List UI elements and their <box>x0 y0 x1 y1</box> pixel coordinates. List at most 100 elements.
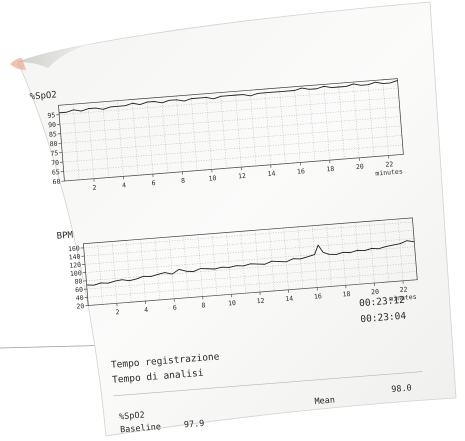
bpm-x-tick-label: 12 <box>256 297 265 306</box>
bpm-x-tick-label: 14 <box>285 294 294 303</box>
spo2-vgrid-line <box>117 100 124 177</box>
spo2-x-tick-label: 6 <box>151 179 156 187</box>
bpm-x-tick-label: 8 <box>201 301 206 309</box>
bpm-y-tick-label: 40 <box>76 294 85 303</box>
paper-sheet <box>17 1 457 437</box>
bpm-y-tick-label: 100 <box>70 269 82 278</box>
spo2-x-tick-label: 4 <box>122 181 127 189</box>
bpm-x-tick-label: 16 <box>314 292 323 301</box>
spo2-x-ticks: 2 4 6 8 10 12 14 16 18 20 22 <box>92 155 394 192</box>
spo2-vgrid-line <box>249 90 257 166</box>
spo2-x-axis-label: minutes <box>375 167 403 177</box>
bpm-hgrid-line <box>86 262 416 290</box>
spo2-y-tick-label: 90 <box>48 121 57 130</box>
spo2-vgrid-line <box>353 82 360 158</box>
spo2-vgrid-line <box>323 84 330 161</box>
spo2-y-tick-label: 65 <box>52 168 61 177</box>
spo2-hgrid-line <box>61 116 401 144</box>
spo2-vgrid-line <box>294 86 301 163</box>
paper-curl <box>18 43 96 68</box>
bpm-x-tick-label: 2 <box>115 308 120 316</box>
bpm-axis-title: BPM <box>56 230 74 241</box>
spo2-vgrid-line <box>264 89 271 165</box>
bpm-x-tick-label: 10 <box>228 299 237 308</box>
baseline-value: 97.9 <box>184 419 205 431</box>
spo2-hgrid-line <box>59 87 399 115</box>
spo2-y-tick-label: 80 <box>49 140 58 149</box>
spo2-vgrid-line <box>308 85 316 162</box>
spo2-hgrid-line <box>59 97 399 125</box>
bpm-y-tick-label: 60 <box>75 286 84 295</box>
bpm-series-line-0 <box>86 240 415 286</box>
spo2-series-line-0 <box>59 80 398 114</box>
bpm-y-tick-label: 20 <box>76 302 85 311</box>
spo2-y-tick-label: 95 <box>47 111 56 120</box>
bpm-x-tick-label: 20 <box>371 288 380 297</box>
mean-label: Mean <box>314 395 335 407</box>
bpm-x-axis-label: minutes <box>389 293 417 303</box>
bpm-grid <box>83 217 418 306</box>
bpm-y-tick-label: 120 <box>69 261 81 270</box>
spo2-vgrid-line <box>102 101 109 178</box>
spo2-hgrid-line <box>62 135 402 163</box>
spo2-vgrid-line <box>73 104 80 180</box>
curl-edge-tint <box>10 58 26 70</box>
bpm-hgrid-line <box>84 230 414 257</box>
spo2-x-tick-label: 14 <box>267 169 276 178</box>
bpm-hgrid-line <box>86 254 416 281</box>
spo2-vgrid-line <box>176 95 183 172</box>
spo2-hgrid-line <box>60 106 400 134</box>
bpm-y-tick-label: 160 <box>68 244 80 253</box>
tempo-analisi-value: 00:23:04 <box>360 311 407 326</box>
spo2-vgrid-line <box>131 99 139 176</box>
bpm-hgrid-line <box>83 221 413 249</box>
spo2-x-tick-label: 22 <box>385 160 394 169</box>
tempo-registrazione-value: 00:23:12 <box>359 295 405 310</box>
bpm-hgrid-line <box>85 238 415 265</box>
bpm-hgrid-line <box>88 279 418 306</box>
mean-value: 98.0 <box>391 383 412 395</box>
spo2-y-tick-label: 60 <box>52 178 61 187</box>
spo2-series <box>59 80 398 114</box>
bpm-plot-frame <box>83 217 418 306</box>
bpm-x-tick-label: 6 <box>173 304 178 312</box>
spo2-vgrid-line <box>146 98 154 175</box>
spo2-vgrid-line <box>87 102 95 179</box>
spo2-vgrid-line <box>367 80 375 157</box>
spo2-vgrid-line <box>205 93 212 170</box>
bpm-x-tick-label: 18 <box>342 290 351 299</box>
bpm-hgrid-line <box>85 246 415 273</box>
spo2-vgrid-line <box>220 92 227 169</box>
spo2-vgrid-line <box>161 97 168 173</box>
spo2-vgrid-line <box>190 94 198 171</box>
spo2-x-tick-label: 10 <box>208 174 217 183</box>
bpm-y-tick-label: 140 <box>68 253 80 262</box>
spo2-hgrid-line <box>64 154 404 182</box>
spo2-y-tick-label: 70 <box>51 159 60 168</box>
bpm-x-ticks: 2 4 6 8 10 12 14 16 18 20 22 <box>115 280 408 316</box>
spo2-vgrid-line <box>235 91 242 168</box>
bpm-y-tick-label: 80 <box>74 277 83 286</box>
spo2-y-tick-label: 85 <box>49 130 58 139</box>
spo2-hgrid-line <box>63 144 403 172</box>
spo2-y-tick-label: 75 <box>50 149 59 158</box>
spo2-axis-title: %SpO2 <box>29 90 57 102</box>
bpm-x-tick-label: 4 <box>144 306 149 314</box>
spo2-x-tick-label: 12 <box>238 172 247 181</box>
summary-divider <box>113 371 423 397</box>
spo2-x-tick-label: 20 <box>356 163 365 172</box>
spo2-vgrid-line <box>338 83 345 160</box>
spo2-x-tick-label: 8 <box>181 177 186 185</box>
bpm-series <box>86 240 415 286</box>
baseline-label: Baseline <box>120 422 162 435</box>
bpm-x-tick-label: 22 <box>399 285 408 294</box>
spo2-x-tick-label: 2 <box>92 184 97 192</box>
spo2-vgrid-line <box>279 87 286 164</box>
spo2-vgrid-line <box>382 79 389 156</box>
